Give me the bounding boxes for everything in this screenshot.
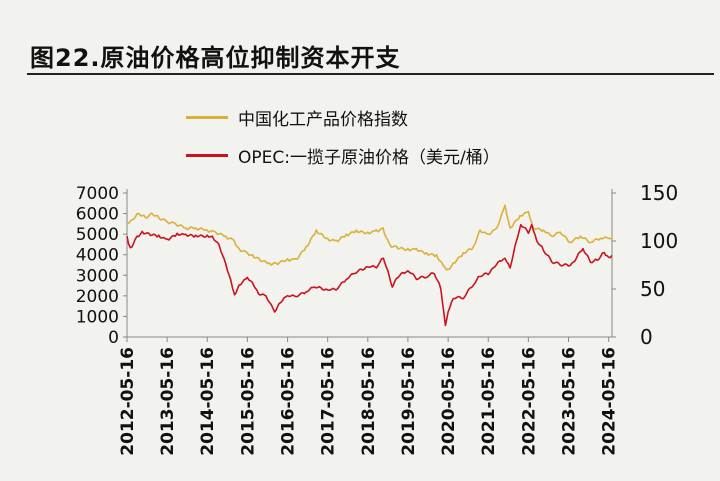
x-tick-label: 2014-05-16 (198, 347, 218, 456)
x-tick-label: 2017-05-16 (319, 347, 339, 456)
y-right-tick-label: 100 (640, 229, 678, 253)
x-tick-label: 2012-05-16 (118, 347, 138, 456)
x-tick-label: 2019-05-16 (399, 347, 419, 456)
y-left-tick-label: 1000 (76, 307, 119, 327)
legend-item-chemical-index: 中国化工产品价格指数 (186, 98, 500, 136)
legend-item-opec-price: OPEC:一揽子原油价格（美元/桶） (186, 136, 500, 174)
y-right-tick-label: 0 (640, 325, 653, 349)
y-left-tick-label: 5000 (76, 225, 119, 245)
x-tick-label: 2016-05-16 (279, 347, 299, 456)
x-tick-label: 2023-05-16 (559, 347, 579, 456)
x-tick-label: 2021-05-16 (479, 347, 499, 456)
y-left-tick-label: 3000 (76, 266, 119, 286)
y-left-tick-label: 7000 (76, 184, 119, 204)
legend-swatch-chemical-index (186, 115, 228, 119)
legend-swatch-opec-price (186, 153, 228, 157)
chart-title: 图22.原油价格高位抑制资本开支 (30, 44, 401, 72)
legend-label-opec-price: OPEC:一揽子原油价格（美元/桶） (238, 147, 500, 168)
y-left-tick-label: 2000 (76, 287, 119, 307)
x-tick-label: 2024-05-16 (600, 347, 620, 456)
series-line-chemical-index (126, 204, 613, 271)
x-tick-label: 2013-05-16 (158, 347, 178, 456)
x-tick-label: 2018-05-16 (359, 347, 379, 456)
y-right-tick-label: 150 (640, 181, 678, 205)
y-left-tick-label: 6000 (76, 205, 119, 225)
y-left-tick-label: 0 (108, 328, 119, 348)
y-right-tick-label: 50 (640, 277, 665, 301)
legend-label-chemical-index: 中国化工产品价格指数 (238, 109, 408, 130)
y-left-tick-label: 4000 (76, 246, 119, 266)
series-line-opec-price (126, 223, 613, 327)
x-tick-label: 2022-05-16 (519, 347, 539, 456)
x-tick-label: 2015-05-16 (238, 347, 258, 456)
chart-legend: 中国化工产品价格指数 OPEC:一揽子原油价格（美元/桶） (186, 98, 500, 174)
title-divider (27, 73, 714, 75)
x-tick-label: 2020-05-16 (439, 347, 459, 456)
